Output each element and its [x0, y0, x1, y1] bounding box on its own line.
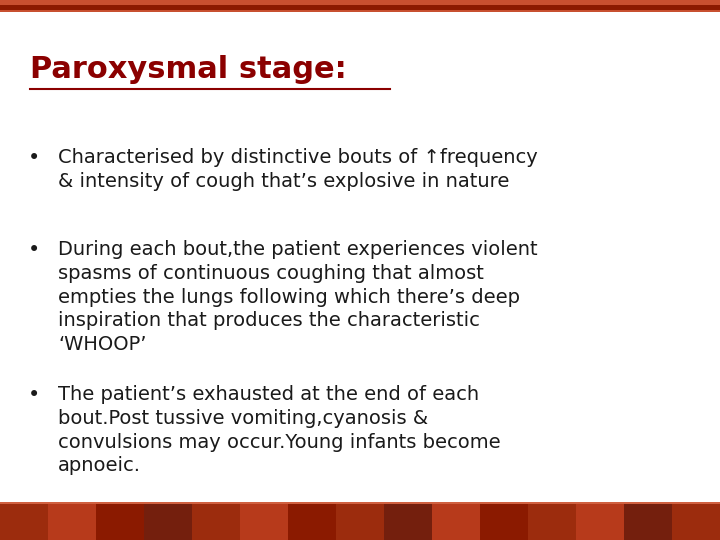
Text: Characterised by distinctive bouts of ↑frequency
& intensity of cough that’s exp: Characterised by distinctive bouts of ↑f… — [58, 148, 538, 191]
Bar — [144, 502, 192, 540]
Bar — [0, 5, 720, 10]
Bar — [672, 502, 720, 540]
Bar — [528, 502, 576, 540]
Bar — [0, 10, 720, 12]
Bar — [576, 502, 624, 540]
Bar — [96, 502, 144, 540]
Bar — [288, 502, 336, 540]
Bar — [0, 502, 720, 540]
Text: Paroxysmal stage:: Paroxysmal stage: — [30, 55, 347, 84]
Bar — [48, 502, 96, 540]
Bar — [240, 502, 288, 540]
Bar — [384, 502, 432, 540]
Text: The patient’s exhausted at the end of each
bout.Post tussive vomiting,cyanosis &: The patient’s exhausted at the end of ea… — [58, 385, 500, 475]
Text: •: • — [28, 385, 40, 405]
Text: During each bout,the patient experiences violent
spasms of continuous coughing t: During each bout,the patient experiences… — [58, 240, 538, 354]
Bar — [432, 502, 480, 540]
Bar — [480, 502, 528, 540]
Bar — [336, 502, 384, 540]
Bar — [624, 502, 672, 540]
Bar — [0, 502, 48, 540]
Bar — [0, 0, 720, 5]
Text: •: • — [28, 148, 40, 168]
Text: •: • — [28, 240, 40, 260]
Bar — [0, 502, 720, 504]
Bar — [192, 502, 240, 540]
